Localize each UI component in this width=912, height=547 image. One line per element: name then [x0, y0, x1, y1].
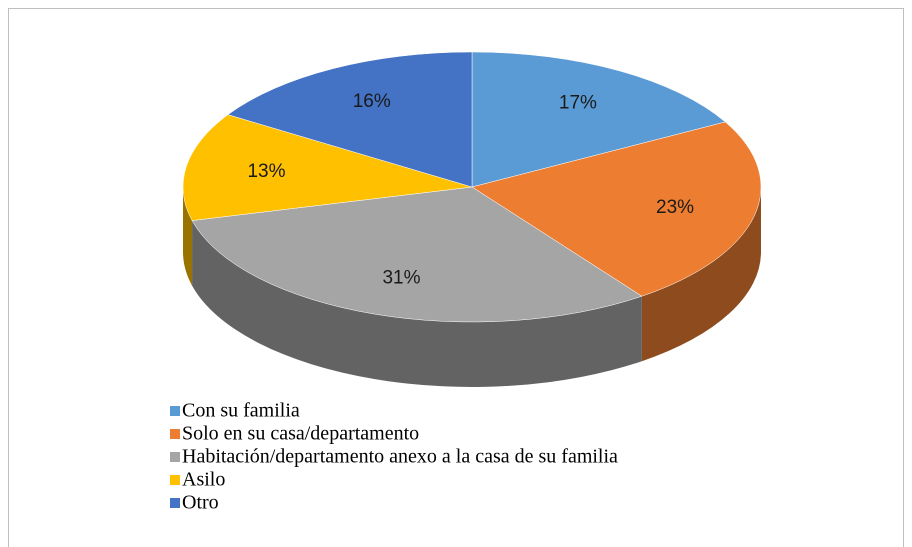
legend-swatch	[170, 498, 180, 508]
legend-swatch	[170, 452, 180, 462]
pie-side	[192, 220, 642, 387]
data-label: 31%	[382, 267, 420, 288]
pie-slice	[191, 186, 643, 323]
pie-slice	[471, 51, 726, 188]
legend-swatch	[170, 429, 180, 439]
pie-slice	[227, 51, 473, 188]
pie-slice	[471, 121, 762, 297]
pie-side	[641, 187, 761, 362]
legend-label: Habitación/departamento anexo a la casa …	[182, 446, 618, 468]
legend-label: Asilo	[182, 469, 225, 491]
data-label: 17%	[559, 92, 597, 113]
data-label: 23%	[656, 197, 694, 218]
pie-side	[183, 187, 193, 286]
legend-label: Solo en su casa/departamento	[182, 423, 419, 445]
legend-swatch	[170, 475, 180, 485]
data-label: 16%	[353, 91, 391, 112]
legend-label: Otro	[182, 492, 219, 514]
pie-slice	[182, 114, 473, 221]
data-label: 13%	[247, 161, 285, 182]
legend-label: Con su familia	[182, 400, 300, 422]
legend-swatch	[170, 406, 180, 416]
